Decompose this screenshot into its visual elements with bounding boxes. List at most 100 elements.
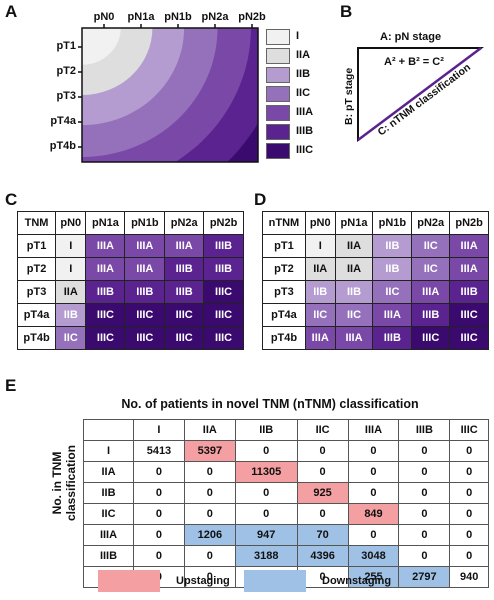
table-column-header: IIA bbox=[183, 419, 236, 441]
table-cell-upstaging: 11305 bbox=[234, 461, 298, 483]
grid-cell-iiia: IIIA bbox=[304, 326, 336, 350]
grid-cell-i: I bbox=[55, 234, 87, 258]
table-cell: 0 bbox=[449, 545, 489, 567]
table-cell-downstaging: 3188 bbox=[234, 545, 298, 567]
table-cell: 0 bbox=[398, 503, 451, 525]
grid-cell-iiic: IIIC bbox=[449, 303, 489, 327]
grid-row: pT1 I IIIA IIIA IIIA IIIB bbox=[16, 234, 244, 258]
table-corner-cell bbox=[83, 419, 134, 441]
table-row: IIIA 0 1206 947 70 0 0 0 bbox=[83, 524, 489, 546]
legend-label: IIB bbox=[296, 68, 311, 80]
table-cell: 0 bbox=[449, 461, 489, 483]
table-cell: 0 bbox=[183, 461, 236, 483]
downstaging-swatch bbox=[244, 570, 306, 592]
grid-row-label: pT4b bbox=[262, 326, 306, 350]
grid-row-label: pT4b bbox=[16, 326, 57, 350]
grid-cell-iiib: IIIB bbox=[203, 234, 244, 258]
grid-header-row: TNM pN0 pN1a pN1b pN2a pN2b bbox=[16, 211, 244, 235]
grid-cell-iiia: IIIA bbox=[411, 280, 451, 304]
grid-row: pT3 IIA IIIB IIIB IIIB IIIC bbox=[16, 280, 244, 304]
grid-row-label: pT4a bbox=[262, 303, 306, 327]
grid-header-cell: nTNM bbox=[262, 211, 306, 235]
table-column-header: IIIC bbox=[449, 419, 489, 441]
grid-row: pT4b IIIA IIIA IIIB IIIC IIIC bbox=[262, 326, 489, 350]
grid-row-label: pT2 bbox=[262, 257, 306, 281]
table-column-header: IIC bbox=[296, 419, 349, 441]
grid-header-cell: pN2b bbox=[449, 211, 489, 235]
row-label-pt1: pT1 bbox=[56, 40, 76, 52]
column-label-pn1b: pN1b bbox=[164, 11, 192, 23]
grid-cell-iia: IIA bbox=[55, 280, 87, 304]
grid-header-cell: TNM bbox=[16, 211, 57, 235]
grid-cell-iiib: IIIB bbox=[203, 257, 244, 281]
table-cell: 5413 bbox=[133, 440, 185, 462]
grid-cell-iiic: IIIC bbox=[203, 303, 244, 327]
panel-e-ylabel-line1: No. in TNM bbox=[50, 452, 64, 515]
table-cell: 0 bbox=[133, 461, 185, 483]
grid-cell-iiib: IIIB bbox=[449, 280, 489, 304]
grid-row-label: pT3 bbox=[262, 280, 306, 304]
legend-swatch bbox=[266, 86, 290, 102]
grid-cell-iiic: IIIC bbox=[203, 326, 244, 350]
table-cell: 0 bbox=[398, 524, 451, 546]
downstaging-label: Downstaging bbox=[322, 575, 392, 587]
row-label-pt4a: pT4a bbox=[50, 115, 76, 127]
table-cell: 0 bbox=[133, 482, 185, 504]
table-cell: 0 bbox=[398, 440, 451, 462]
table-cell: 0 bbox=[234, 503, 298, 525]
pn-side-label: A: pN stage bbox=[380, 31, 442, 43]
table-cell: 0 bbox=[183, 503, 236, 525]
table-cell: 0 bbox=[449, 524, 489, 546]
grid-cell-iiib: IIIB bbox=[164, 280, 205, 304]
panel-e-ylabel-line2: classification bbox=[64, 445, 78, 521]
legend-entry-iib: IIB bbox=[266, 67, 326, 83]
contour-region-i bbox=[82, 28, 121, 65]
grid-cell-iic: IIC bbox=[334, 303, 374, 327]
legend-swatch bbox=[266, 67, 290, 83]
upstaging-swatch bbox=[98, 570, 160, 592]
table-cell: 0 bbox=[398, 482, 451, 504]
table-row-label: IIA bbox=[83, 461, 134, 483]
grid-cell-iia: IIA bbox=[334, 234, 374, 258]
grid-cell-iiib: IIIB bbox=[85, 280, 126, 304]
grid-cell-iia: IIA bbox=[304, 257, 336, 281]
grid-cell-i: I bbox=[304, 234, 336, 258]
legend-swatch bbox=[266, 48, 290, 64]
table-cell: 0 bbox=[296, 461, 349, 483]
grid-cell-iib: IIB bbox=[334, 280, 374, 304]
table-column-header: IIIB bbox=[398, 419, 451, 441]
panel-e-title: No. of patients in novel TNM (nTNM) clas… bbox=[121, 397, 419, 411]
grid-cell-iiia: IIIA bbox=[124, 234, 166, 258]
table-cell-downstaging: 947 bbox=[234, 524, 298, 546]
grid-cell-iiib: IIIB bbox=[411, 303, 451, 327]
grid-row: pT4a IIC IIC IIIA IIIB IIIC bbox=[262, 303, 489, 327]
table-cell: 0 bbox=[133, 524, 185, 546]
legend-label: IIIC bbox=[296, 144, 314, 156]
grid-cell-iiic: IIIC bbox=[124, 303, 166, 327]
table-cell: 0 bbox=[449, 440, 489, 462]
table-header-row: I IIA IIB IIC IIIA IIIB IIIC bbox=[83, 419, 489, 441]
grid-cell-iiia: IIIA bbox=[372, 303, 413, 327]
column-label-pn2b: pN2b bbox=[238, 11, 266, 23]
legend-label: IIIA bbox=[296, 106, 314, 118]
table-cell-upstaging: 849 bbox=[347, 503, 400, 525]
grid-cell-iiic: IIIC bbox=[85, 303, 126, 327]
grid-header-row: nTNM pN0 pN1a pN1b pN2a pN2b bbox=[262, 211, 489, 235]
table-cell: 0 bbox=[347, 461, 400, 483]
grid-row: pT3 IIB IIB IIC IIIA IIIB bbox=[262, 280, 489, 304]
row-label-pt4b: pT4b bbox=[49, 140, 76, 152]
grid-header-cell: pN0 bbox=[304, 211, 336, 235]
table-cell: 0 bbox=[133, 503, 185, 525]
grid-row: pT2 I IIIA IIIA IIIB IIIB bbox=[16, 257, 244, 281]
grid-header-cell: pN2b bbox=[203, 211, 244, 235]
table-cell-downstaging: 3048 bbox=[347, 545, 400, 567]
grid-row-label: pT2 bbox=[16, 257, 57, 281]
plot-frame bbox=[81, 27, 259, 163]
grid-row-label: pT4a bbox=[16, 303, 57, 327]
table-cell: 0 bbox=[296, 440, 349, 462]
grid-cell-iiib: IIIB bbox=[372, 326, 413, 350]
panel-label-e: E bbox=[5, 376, 17, 395]
legend-label: I bbox=[296, 30, 300, 42]
grid-row: pT4a IIB IIIC IIIC IIIC IIIC bbox=[16, 303, 244, 327]
